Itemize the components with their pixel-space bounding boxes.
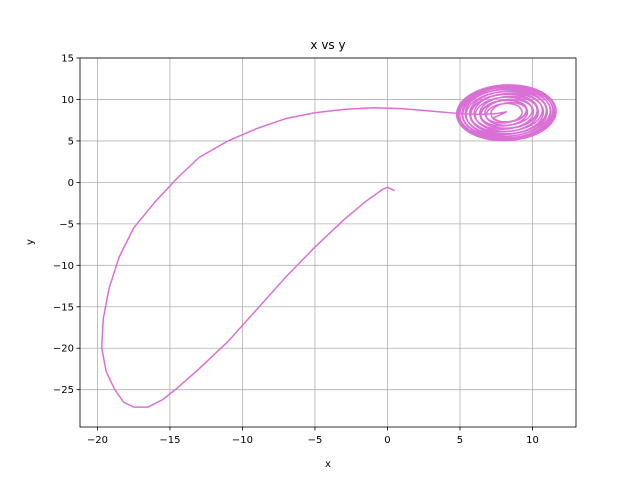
chart-title: x vs y	[310, 38, 345, 52]
series-line	[101, 84, 557, 408]
x-axis-ticks: −20 −15 −10 −5 0 5 10	[87, 427, 539, 446]
y-tick-label: −15	[53, 302, 74, 313]
x-tick-label: −5	[308, 435, 323, 446]
y-axis-ticks: −25 −20 −15 −10 −5 0 5 10 15	[53, 54, 80, 396]
y-tick-label: 15	[61, 54, 74, 65]
y-tick-label: 5	[68, 136, 74, 147]
x-tick-label: 5	[457, 435, 463, 446]
x-axis-label: x	[325, 459, 331, 470]
plot-area	[101, 84, 557, 408]
y-axis-label: y	[25, 239, 36, 245]
y-tick-label: 0	[68, 178, 74, 189]
axes-frame	[79, 57, 577, 428]
x-tick-label: −15	[159, 435, 180, 446]
x-tick-label: 10	[526, 435, 539, 446]
x-tick-label: −10	[232, 435, 253, 446]
x-tick-label: 0	[384, 435, 390, 446]
y-tick-label: −20	[53, 344, 74, 355]
y-tick-label: 10	[61, 95, 74, 106]
x-tick-label: −20	[87, 435, 108, 446]
y-tick-label: −25	[53, 385, 74, 396]
y-tick-label: −5	[59, 219, 74, 230]
y-tick-label: −10	[53, 261, 74, 272]
